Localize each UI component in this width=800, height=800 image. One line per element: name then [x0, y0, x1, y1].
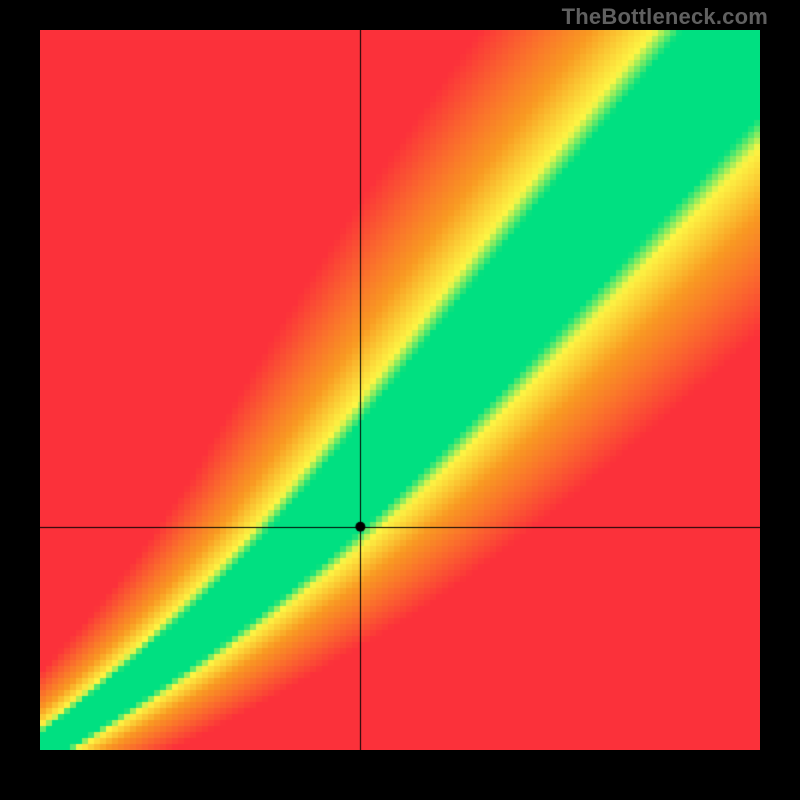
heatmap-plot: [40, 30, 760, 750]
frame: TheBottleneck.com: [0, 0, 800, 800]
heatmap-canvas: [40, 30, 760, 750]
watermark-text: TheBottleneck.com: [562, 4, 768, 30]
